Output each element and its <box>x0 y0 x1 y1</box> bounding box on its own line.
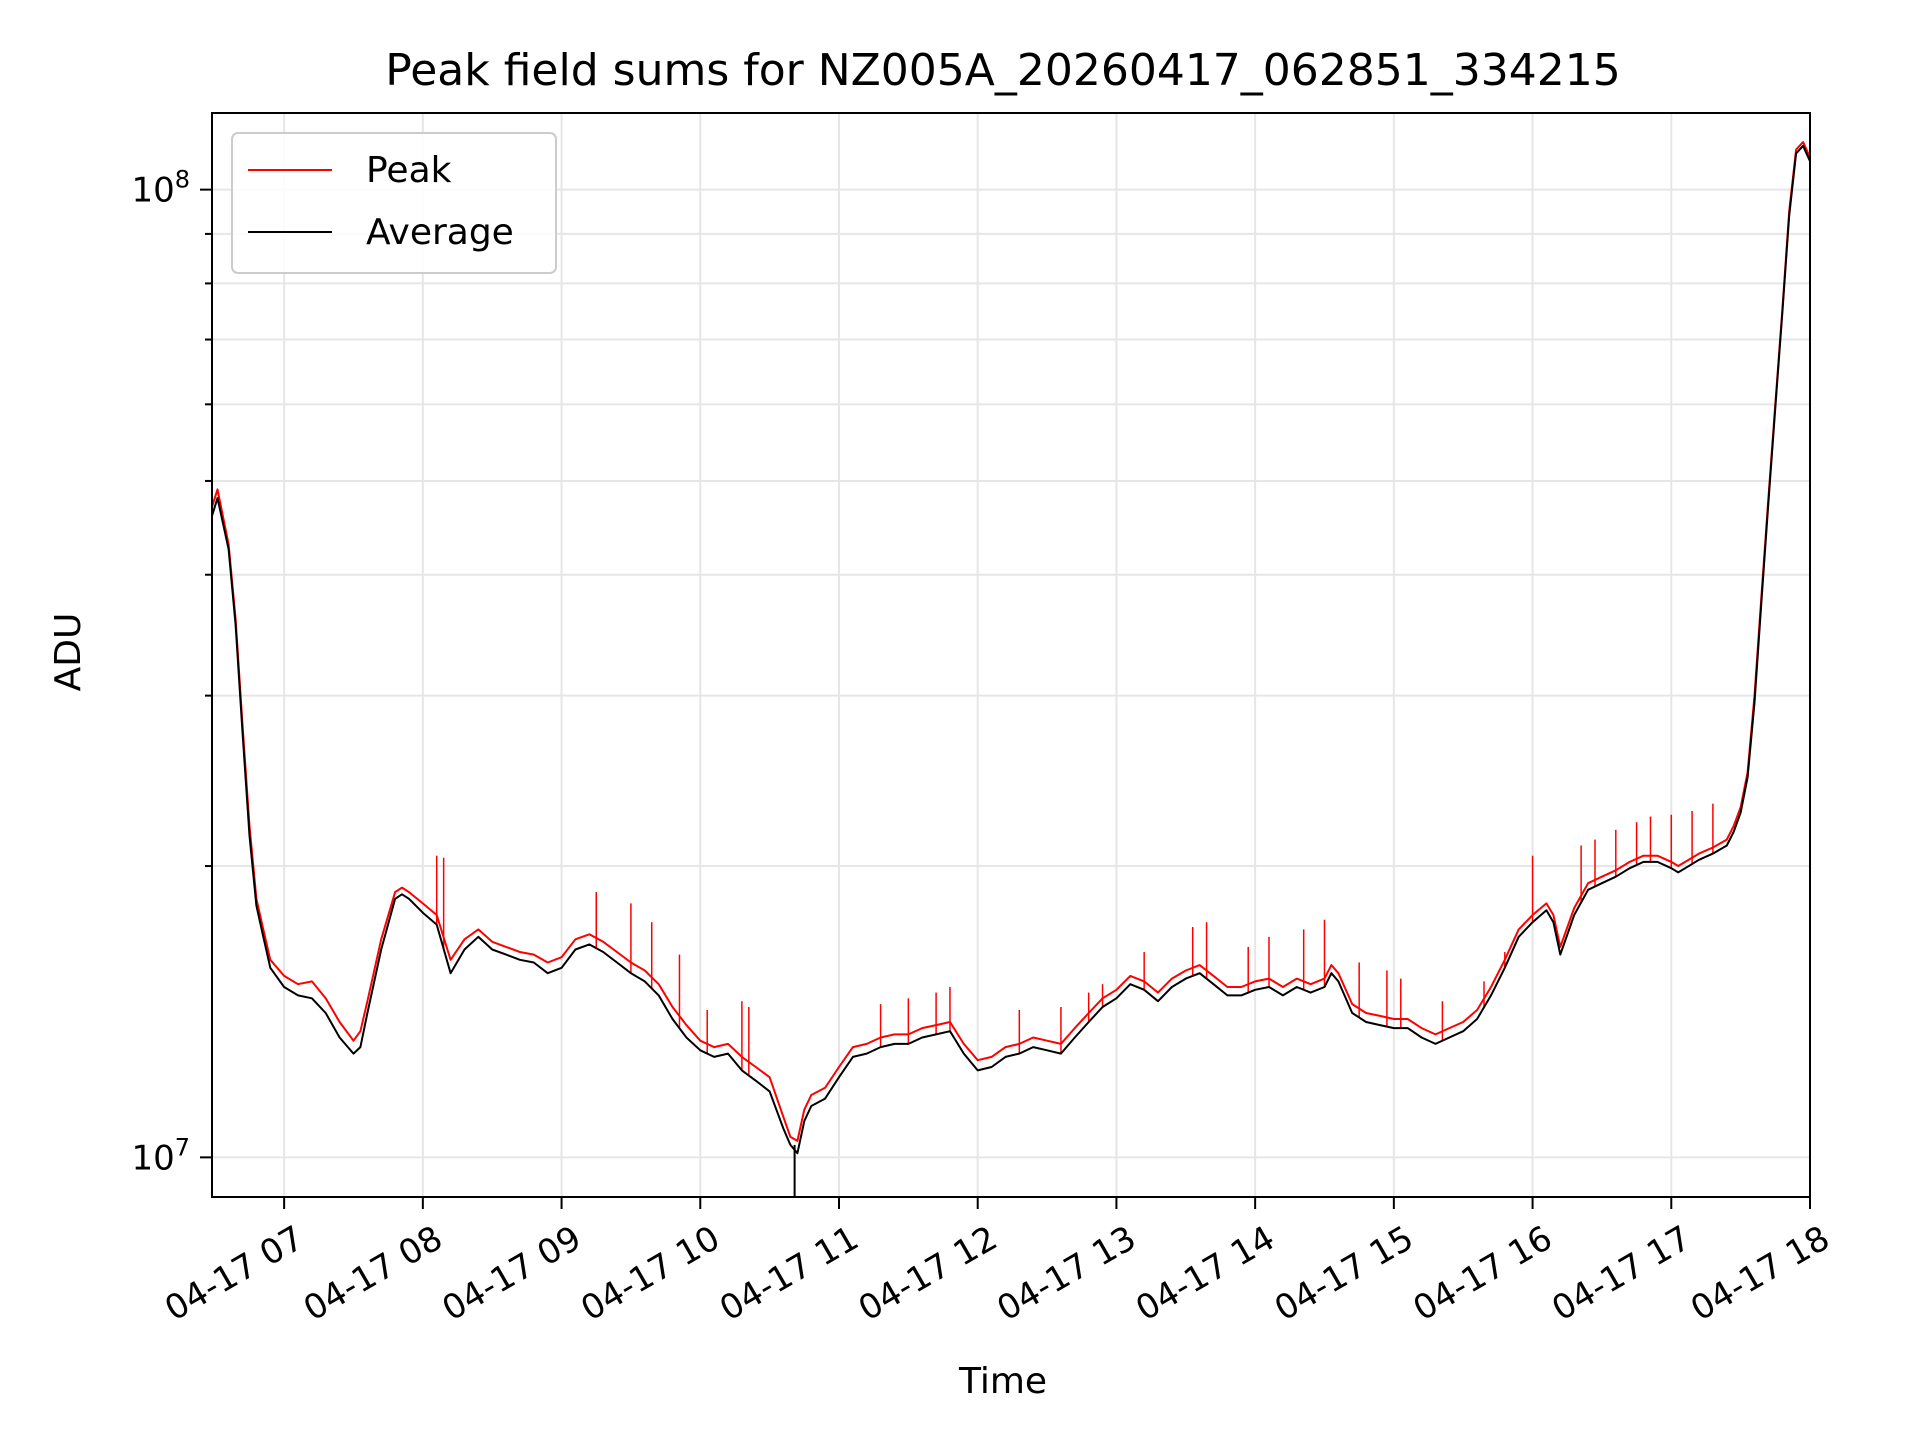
y-tick-base: 10 <box>131 1138 174 1178</box>
plot-frame <box>211 112 1811 1198</box>
y-tick-label: 108 <box>131 166 190 211</box>
y-axis-label: ADU <box>48 613 89 692</box>
x-axis-label: Time <box>958 1361 1047 1402</box>
legend-box <box>231 132 557 274</box>
legend: Peak Average <box>231 132 557 274</box>
y-tick-exponent: 8 <box>175 166 190 194</box>
chart-title: Peak field sums for NZ005A_20260417_0628… <box>385 45 1620 96</box>
average-series <box>211 144 1811 1155</box>
y-tick-base: 10 <box>131 171 174 211</box>
peak-series <box>211 141 1811 1142</box>
y-tick-exponent: 7 <box>175 1133 190 1161</box>
legend-peak-label: Peak <box>366 150 452 191</box>
legend-average-label: Average <box>366 212 514 253</box>
grid <box>212 113 1811 1197</box>
y-tick-label: 107 <box>131 1133 190 1178</box>
series-layer <box>211 141 1811 1197</box>
